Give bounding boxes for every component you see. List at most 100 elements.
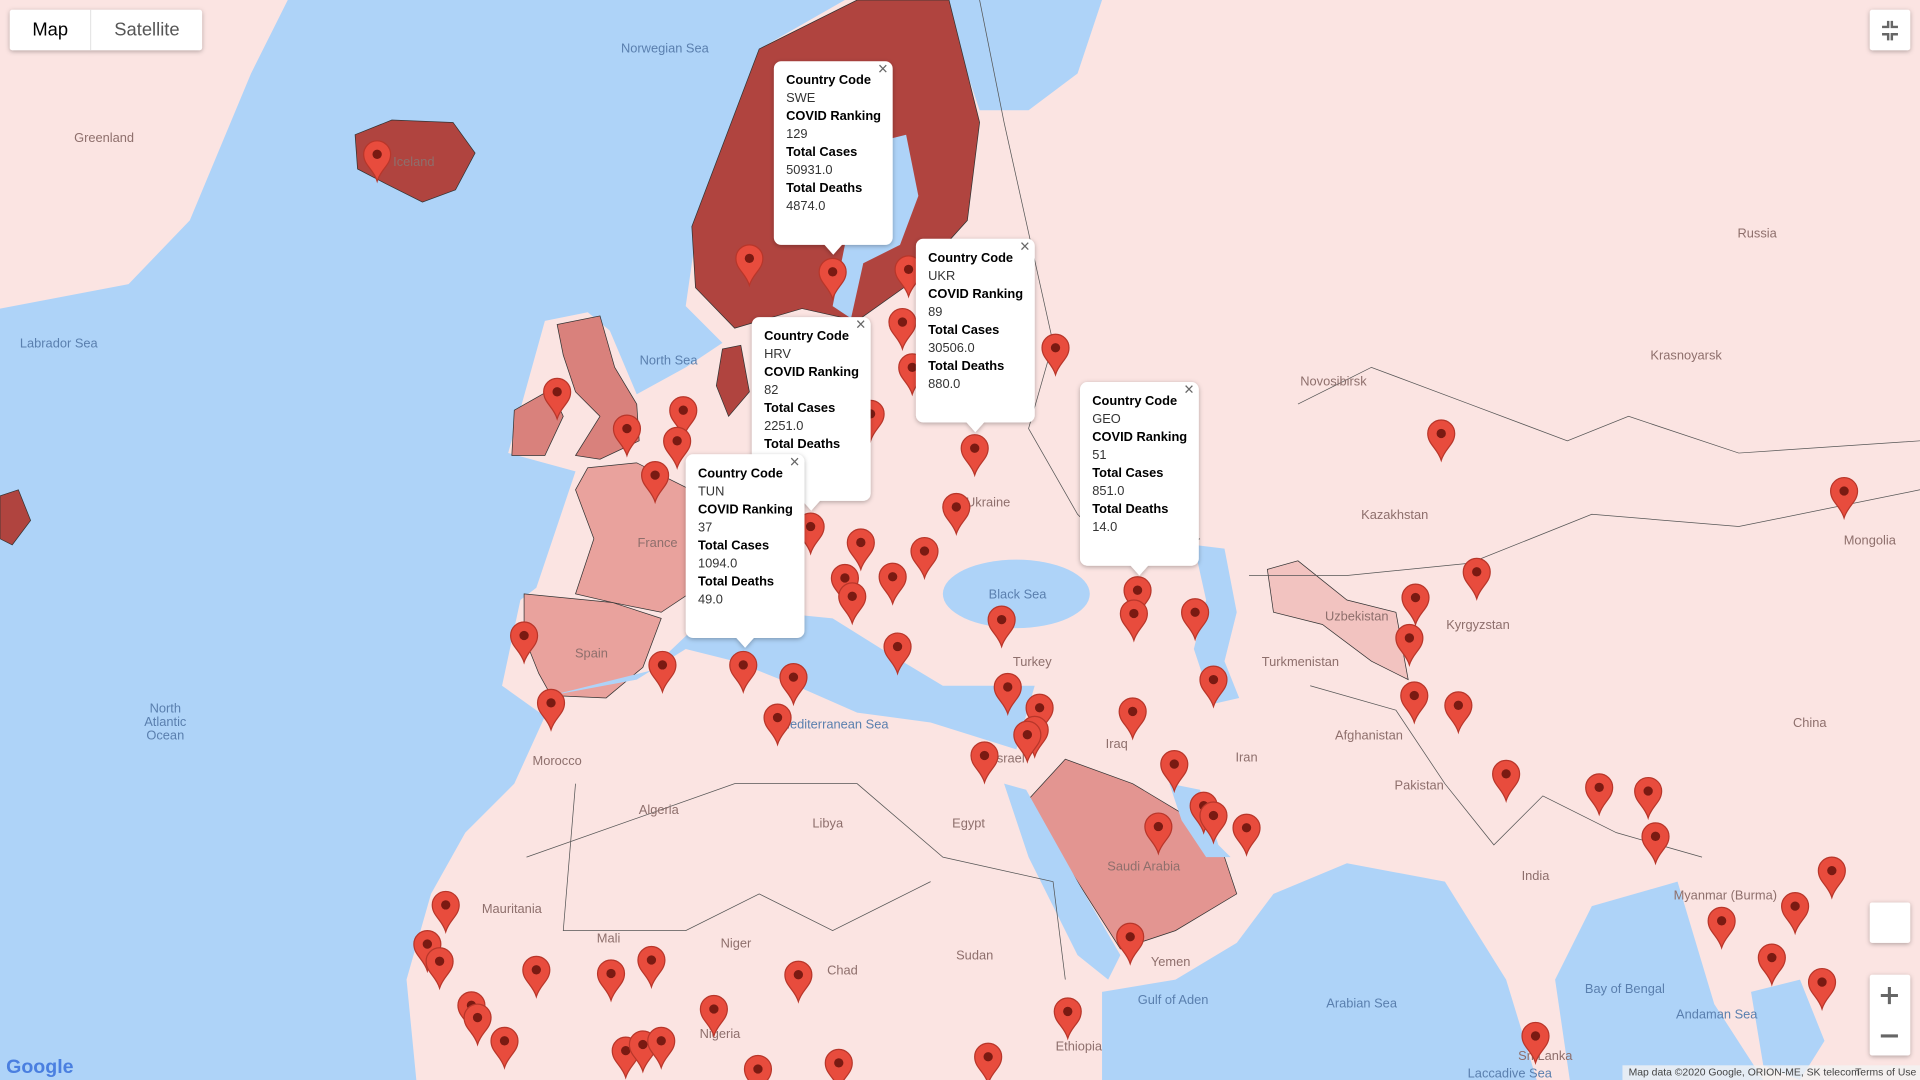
map-marker[interactable] xyxy=(431,890,460,934)
markers xyxy=(363,140,1859,1080)
map-marker[interactable] xyxy=(647,1026,676,1070)
field-label: Total Deaths xyxy=(1092,501,1168,516)
marker-dot xyxy=(1409,690,1419,701)
map-marker[interactable] xyxy=(1144,812,1173,856)
fullscreen-button[interactable] xyxy=(1869,9,1911,51)
map-marker[interactable] xyxy=(1181,598,1210,642)
map-marker[interactable] xyxy=(463,1003,492,1047)
map-marker[interactable] xyxy=(1160,750,1189,794)
map-marker[interactable] xyxy=(1817,856,1846,900)
map-marker[interactable] xyxy=(1492,759,1521,803)
place-label: Morocco xyxy=(533,753,582,768)
place-label: Labrador Sea xyxy=(20,335,99,350)
map-marker[interactable] xyxy=(1634,776,1663,821)
map-marker[interactable] xyxy=(363,140,392,184)
map-marker[interactable] xyxy=(1829,476,1859,521)
map-marker[interactable] xyxy=(1401,583,1430,627)
map-marker[interactable] xyxy=(637,945,666,990)
map-marker[interactable] xyxy=(942,492,971,537)
marker-dot xyxy=(650,470,660,480)
map-marker[interactable] xyxy=(993,672,1022,717)
map-marker[interactable] xyxy=(1199,801,1228,845)
place-label: Gulf of Aden xyxy=(1138,992,1209,1007)
map-marker[interactable] xyxy=(1585,773,1614,817)
map-marker[interactable] xyxy=(522,955,551,999)
map-marker[interactable] xyxy=(612,414,642,458)
close-button[interactable]: × xyxy=(1184,379,1194,399)
marker-dot xyxy=(903,264,914,275)
map-marker[interactable] xyxy=(970,741,999,785)
map-marker[interactable] xyxy=(1041,333,1070,377)
map-marker[interactable] xyxy=(846,528,875,572)
map-marker[interactable] xyxy=(669,396,698,440)
map-marker[interactable] xyxy=(1707,906,1736,950)
info-window-tail xyxy=(1129,564,1150,576)
map-marker[interactable] xyxy=(818,257,847,301)
map-marker[interactable] xyxy=(735,244,764,288)
map-marker[interactable] xyxy=(543,377,572,421)
map-marker[interactable] xyxy=(1053,997,1082,1041)
info-window-bg xyxy=(1080,382,1199,566)
place-label: Sudan xyxy=(956,948,993,963)
map-marker[interactable] xyxy=(1444,691,1473,735)
map-marker[interactable] xyxy=(509,621,539,665)
marker-dot xyxy=(1643,786,1653,796)
marker-dot xyxy=(1022,730,1032,740)
map-marker[interactable] xyxy=(1013,720,1042,764)
marker-dot xyxy=(1208,674,1219,685)
map-button[interactable]: Map xyxy=(32,18,68,39)
place-label: India xyxy=(1522,868,1551,883)
zoom-in[interactable] xyxy=(1880,986,1898,1005)
marker-dot xyxy=(888,572,898,582)
map-marker[interactable] xyxy=(596,959,626,1003)
map-marker[interactable] xyxy=(763,703,792,747)
map-marker[interactable] xyxy=(1116,922,1145,966)
map-marker[interactable] xyxy=(779,663,808,707)
map-marker[interactable] xyxy=(1641,822,1670,866)
terms-link[interactable]: Terms of Use xyxy=(1855,1067,1916,1078)
map-marker[interactable] xyxy=(910,536,939,581)
map-marker[interactable] xyxy=(784,960,813,1004)
close-button[interactable]: × xyxy=(1020,236,1030,256)
map-marker[interactable] xyxy=(1119,599,1148,643)
close-button[interactable]: × xyxy=(878,58,888,78)
map-marker[interactable] xyxy=(1757,943,1786,987)
map-marker[interactable] xyxy=(1123,576,1152,620)
map-marker[interactable] xyxy=(641,461,670,505)
map-marker[interactable] xyxy=(1199,665,1228,709)
field-label: Total Deaths xyxy=(928,358,1004,373)
map-marker[interactable] xyxy=(729,650,758,694)
map-marker[interactable] xyxy=(883,632,912,676)
marker-dot xyxy=(1190,607,1200,617)
satellite-button[interactable]: Satellite xyxy=(114,18,179,39)
map-marker[interactable] xyxy=(663,426,692,470)
field-value: SWE xyxy=(786,90,816,105)
close-button[interactable]: × xyxy=(790,451,800,471)
map-marker[interactable] xyxy=(974,1042,1003,1080)
map-marker[interactable] xyxy=(1521,1021,1550,1065)
map-marker[interactable] xyxy=(888,307,917,352)
field-label: COVID Ranking xyxy=(764,364,859,379)
map-marker[interactable] xyxy=(960,434,989,478)
map-marker[interactable] xyxy=(838,582,867,626)
pegman-button[interactable] xyxy=(1869,902,1911,943)
map-marker[interactable] xyxy=(1427,419,1456,463)
field-value: 51 xyxy=(1092,447,1106,462)
map-marker[interactable] xyxy=(1781,892,1810,936)
map-marker[interactable] xyxy=(425,947,454,991)
map-marker[interactable] xyxy=(1118,697,1147,741)
map-marker[interactable] xyxy=(987,605,1016,649)
map-marker[interactable] xyxy=(648,650,677,694)
map-marker[interactable] xyxy=(1462,557,1491,601)
map-marker[interactable] xyxy=(699,994,728,1039)
map-marker[interactable] xyxy=(878,562,907,606)
map-marker[interactable] xyxy=(1807,967,1837,1012)
close-button[interactable]: × xyxy=(856,314,866,334)
map-marker[interactable] xyxy=(536,688,566,732)
fullscreen-bg[interactable] xyxy=(1869,9,1911,51)
map-marker[interactable] xyxy=(1232,813,1261,857)
map-marker[interactable] xyxy=(490,1026,519,1070)
map-marker[interactable] xyxy=(1400,681,1429,725)
map-marker[interactable] xyxy=(1395,623,1424,668)
fullscreen-icon[interactable] xyxy=(1882,20,1898,41)
